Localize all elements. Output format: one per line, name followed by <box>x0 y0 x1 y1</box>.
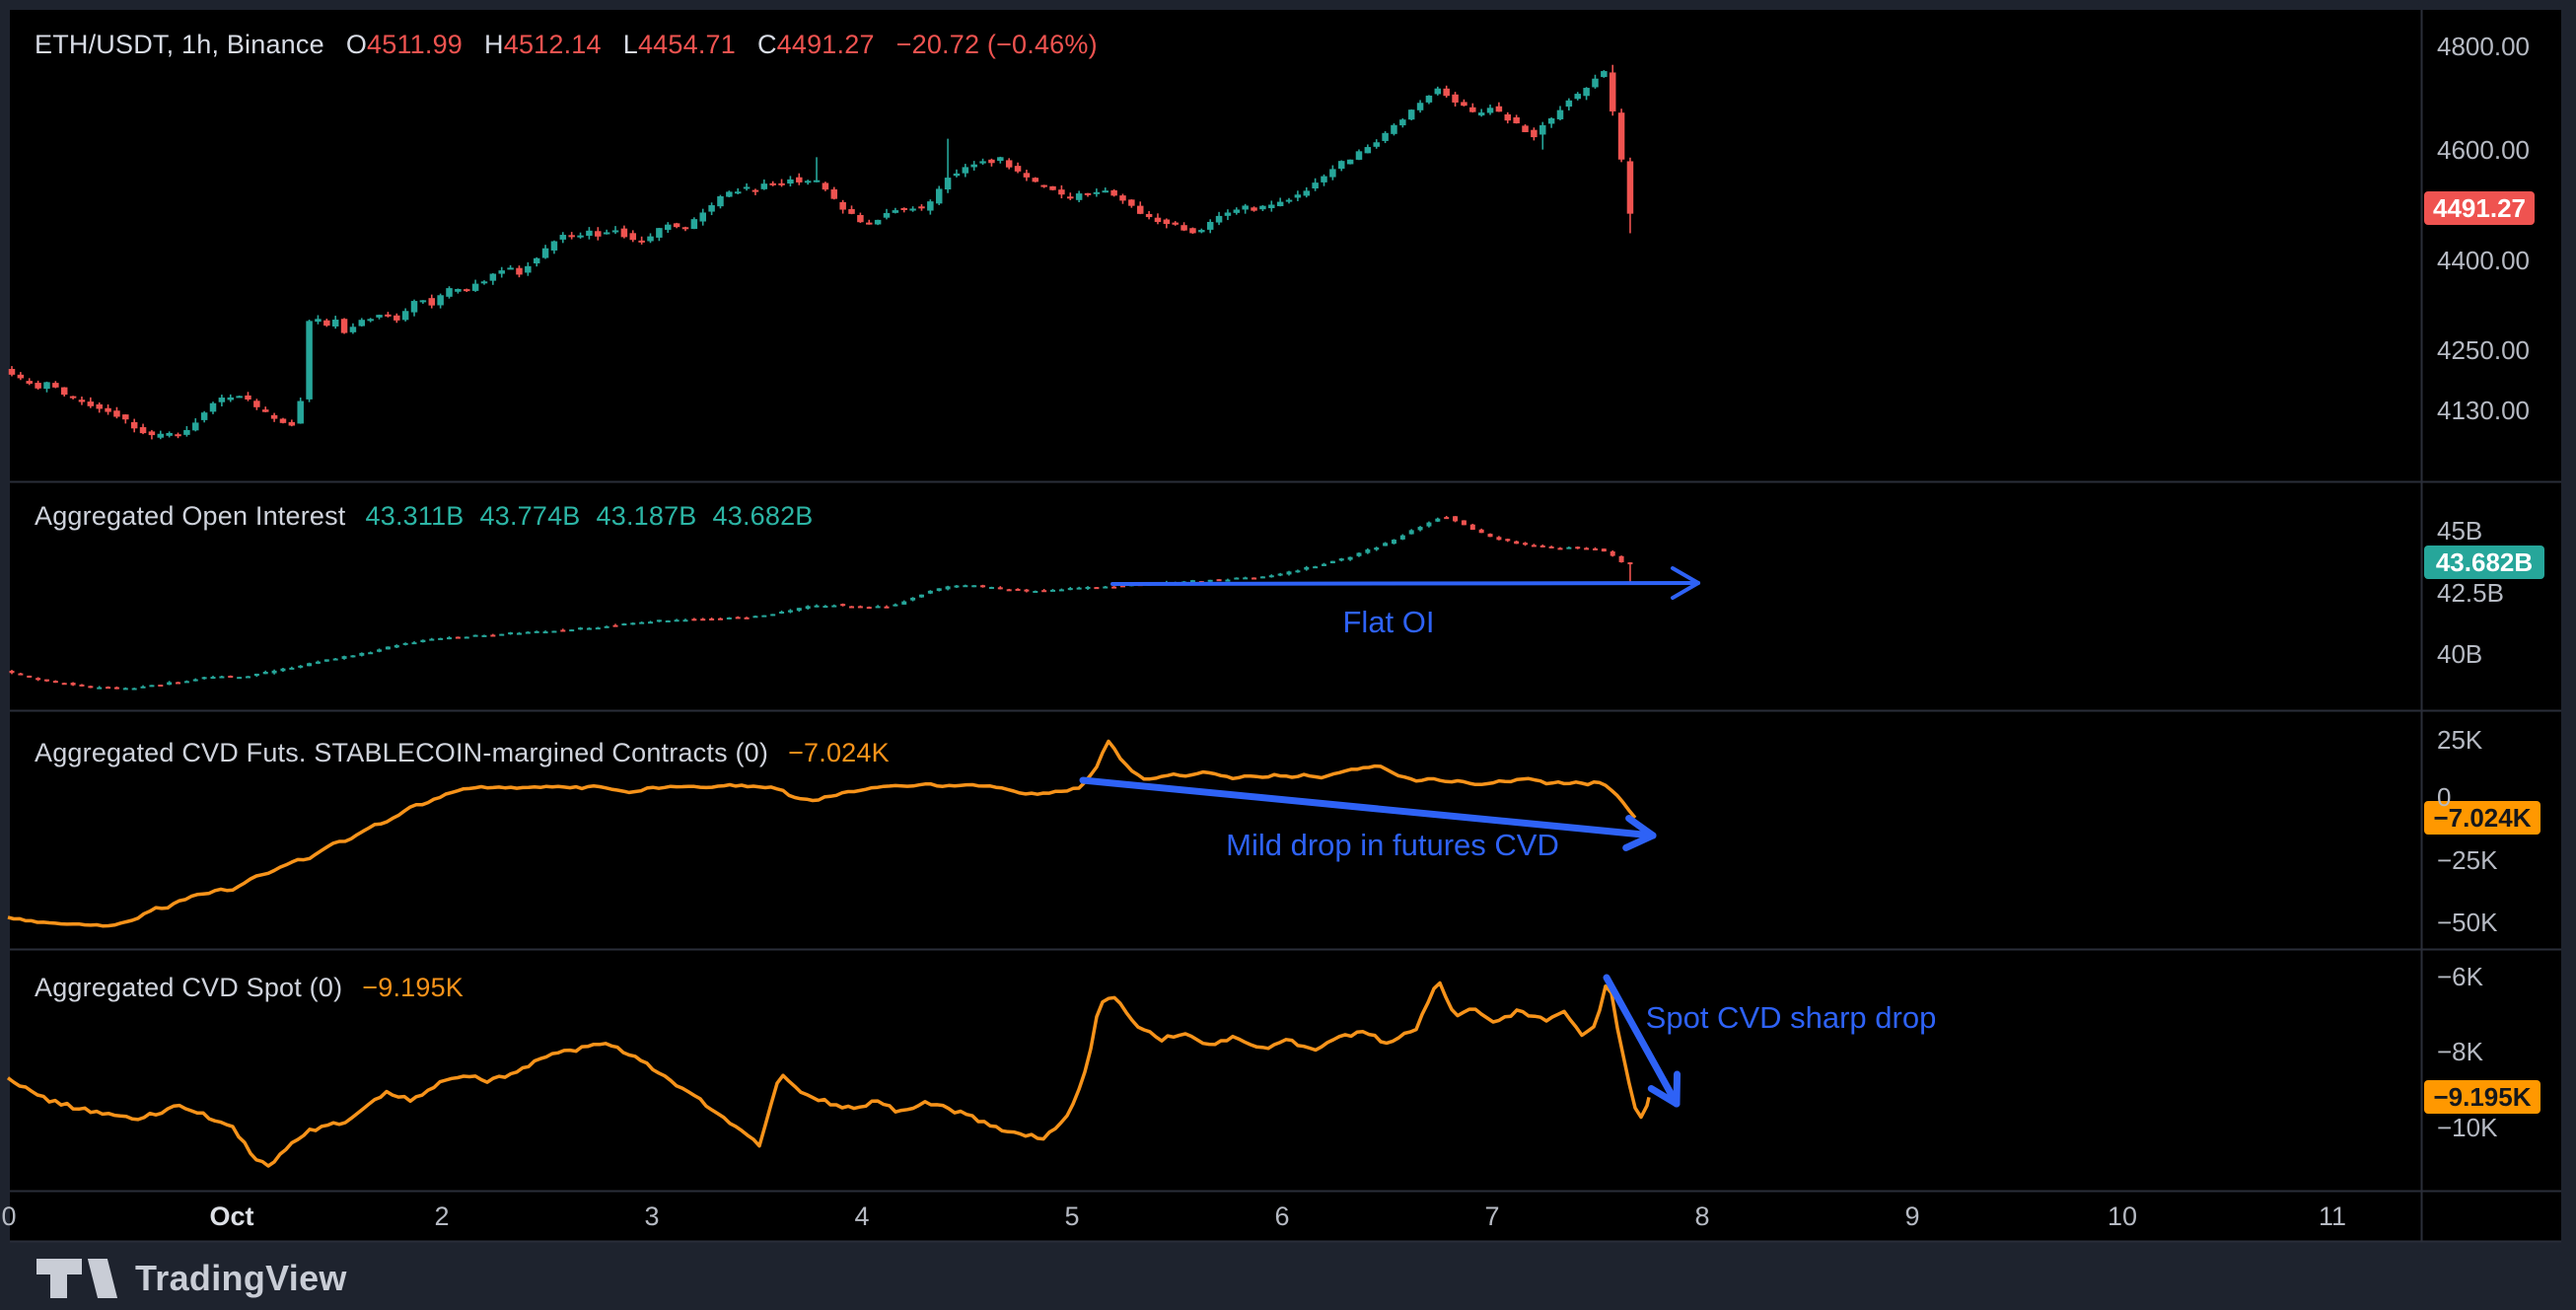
price-scale[interactable] <box>2422 10 2561 1241</box>
cvd-spot-pane[interactable] <box>10 951 2421 1190</box>
cvd-futures-series <box>7 739 1637 928</box>
open-interest-pane[interactable] <box>10 483 2421 709</box>
spot-drop-arrow <box>1603 974 1682 1108</box>
time-scale[interactable] <box>10 1192 2421 1241</box>
mild-drop-arrow <box>1079 776 1657 851</box>
cvd-futures-pane[interactable] <box>10 712 2421 948</box>
chart-background <box>10 10 2561 1241</box>
flat-oi-arrow <box>1110 566 1700 601</box>
oi-series <box>9 515 1633 691</box>
price-series <box>8 64 1634 440</box>
cvd-spot-series <box>6 981 1651 1168</box>
price-pane[interactable] <box>10 10 2421 481</box>
